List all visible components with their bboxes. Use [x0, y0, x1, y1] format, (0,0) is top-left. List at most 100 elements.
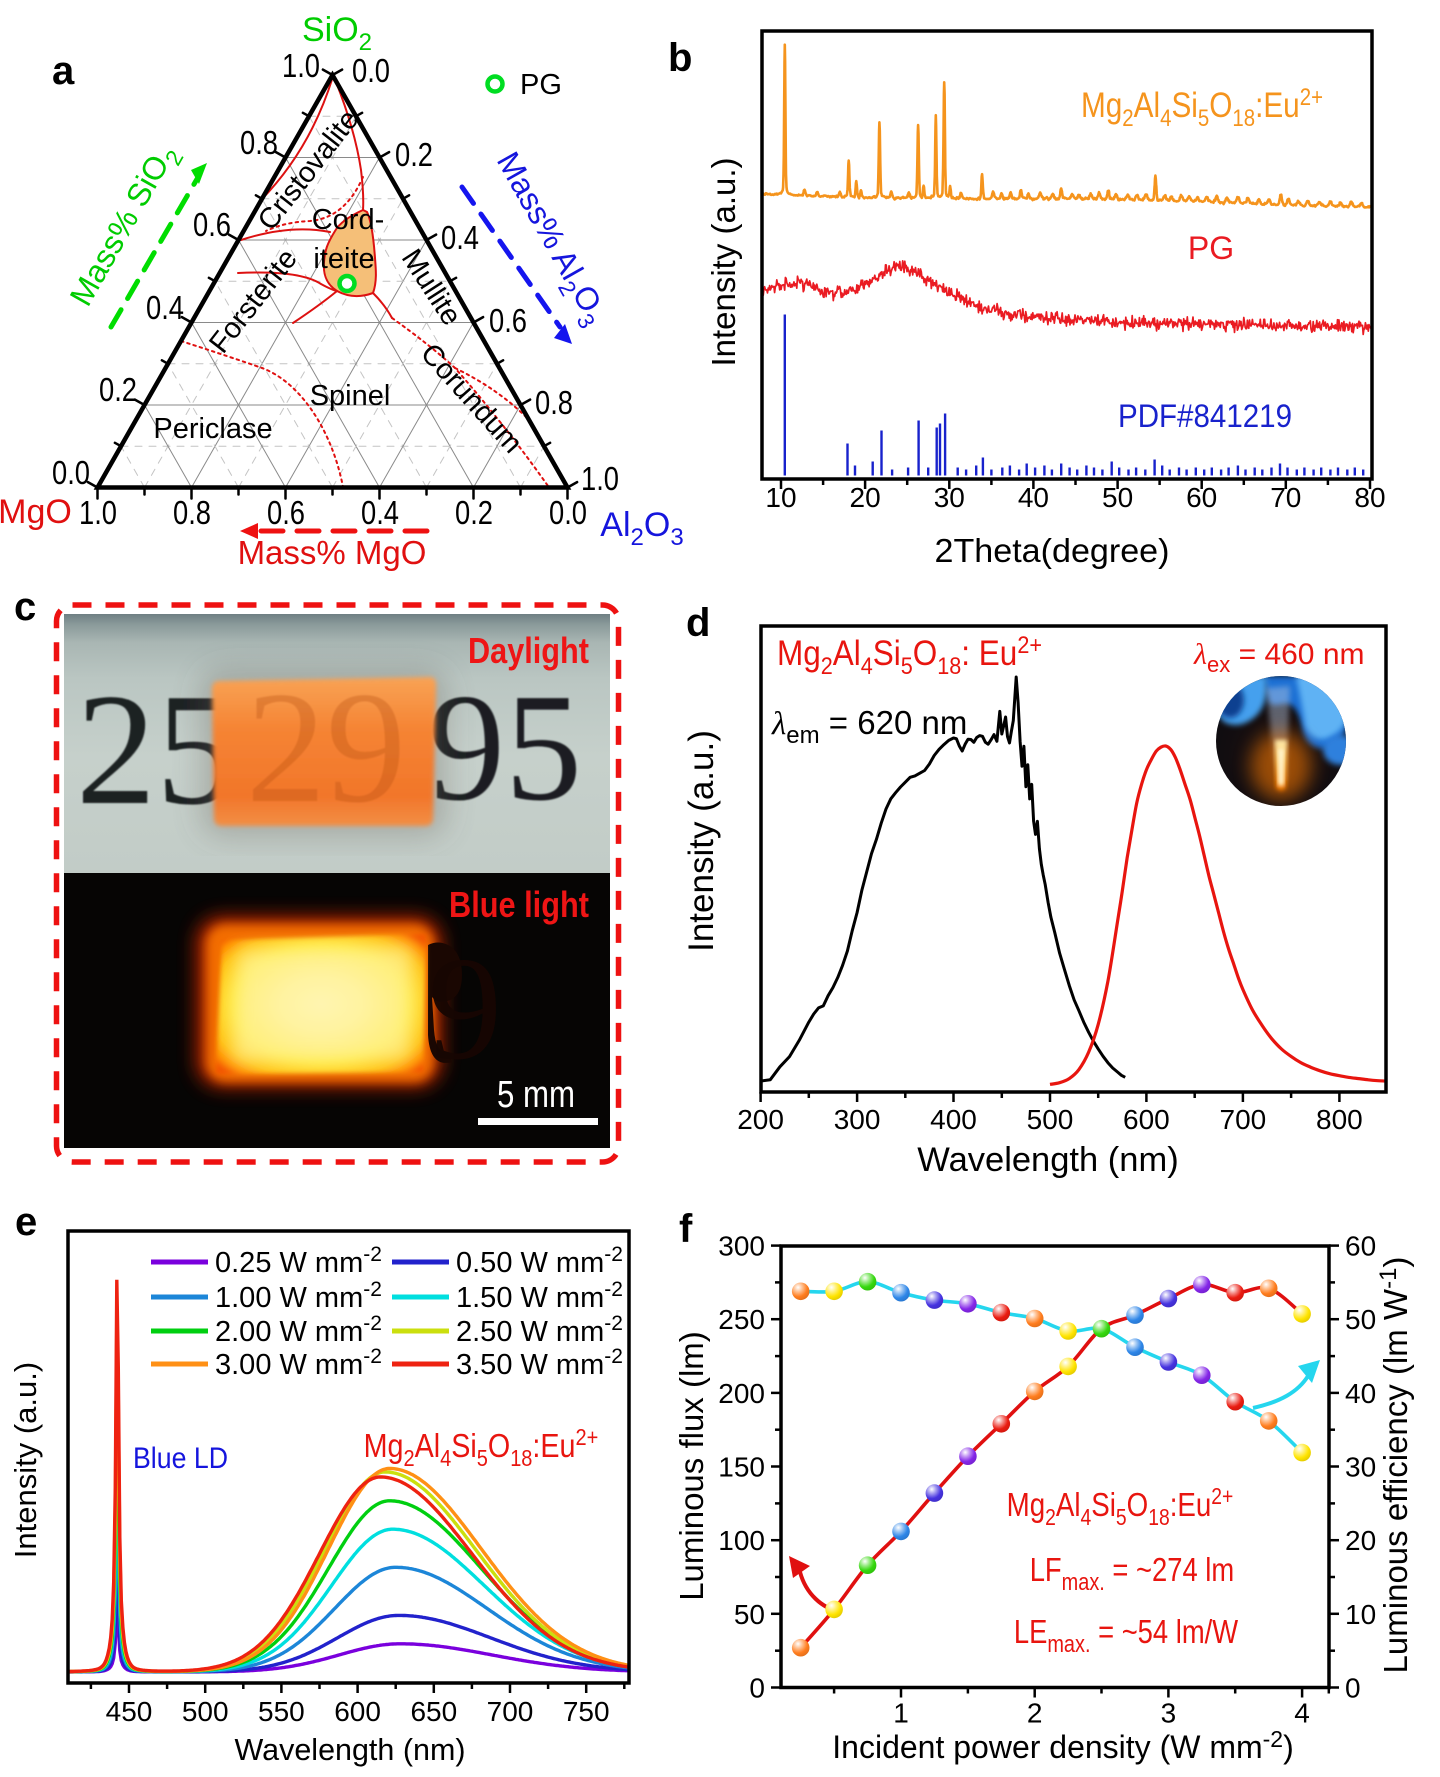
svg-text:600: 600: [334, 1696, 381, 1727]
svg-text:PDF#841219: PDF#841219: [1118, 398, 1292, 434]
svg-text:95: 95: [428, 663, 582, 833]
svg-text:Luminous flux (lm): Luminous flux (lm): [673, 1331, 710, 1601]
svg-text:Daylight: Daylight: [468, 630, 589, 671]
svg-text:80: 80: [1354, 482, 1385, 513]
svg-text:Incident power density (W mm-2: Incident power density (W mm-2): [832, 1726, 1293, 1765]
svg-text:50: 50: [734, 1599, 765, 1630]
svg-text:b: b: [668, 36, 692, 80]
svg-text:LEmax. = ~54 lm/W: LEmax. = ~54 lm/W: [1014, 1615, 1239, 1658]
svg-text:0: 0: [1345, 1673, 1361, 1704]
svg-text:300: 300: [718, 1231, 765, 1262]
svg-text:400: 400: [930, 1104, 977, 1135]
svg-text:40: 40: [1345, 1378, 1376, 1409]
svg-text:1.0: 1.0: [581, 460, 619, 497]
svg-text:Blue light: Blue light: [449, 884, 589, 925]
svg-text:e: e: [15, 1200, 37, 1244]
svg-text:d: d: [686, 601, 710, 645]
svg-text:f: f: [679, 1207, 693, 1251]
svg-text:PG: PG: [520, 69, 562, 101]
svg-text:3.50 W mm-2: 3.50 W mm-2: [456, 1345, 623, 1381]
svg-text:Mg2Al4Si5O18:Eu2+: Mg2Al4Si5O18:Eu2+: [364, 1424, 599, 1472]
svg-text:450: 450: [106, 1696, 153, 1727]
svg-text:40: 40: [1018, 482, 1049, 513]
svg-text:0.6: 0.6: [267, 494, 305, 531]
svg-text:5 mm: 5 mm: [497, 1074, 575, 1116]
svg-text:50: 50: [1345, 1304, 1376, 1335]
svg-text:Periclase: Periclase: [153, 413, 272, 445]
svg-text:3: 3: [1161, 1698, 1177, 1729]
svg-text:Wavelength (nm): Wavelength (nm): [917, 1141, 1178, 1179]
svg-text:500: 500: [182, 1696, 229, 1727]
svg-text:Blue LD: Blue LD: [133, 1442, 228, 1475]
svg-text:1: 1: [893, 1698, 909, 1729]
svg-text:Mass% MgO: Mass% MgO: [238, 534, 427, 571]
svg-text:150: 150: [718, 1452, 765, 1483]
svg-text:70: 70: [1270, 482, 1301, 513]
svg-text:0.6: 0.6: [489, 302, 527, 339]
svg-text:Intensity (a.u.): Intensity (a.u.): [705, 157, 742, 366]
svg-text:550: 550: [258, 1696, 305, 1727]
svg-text:100: 100: [718, 1525, 765, 1556]
svg-text:1.0: 1.0: [282, 47, 320, 84]
svg-text:MgO: MgO: [0, 493, 72, 531]
svg-text:1.00 W mm-2: 1.00 W mm-2: [215, 1278, 382, 1314]
svg-text:Mg2Al4Si5O18:Eu2+: Mg2Al4Si5O18:Eu2+: [1081, 83, 1323, 131]
svg-text:650: 650: [410, 1696, 457, 1727]
svg-text:Intensity (a.u.): Intensity (a.u.): [8, 1362, 43, 1558]
svg-text:Mg2Al4Si5O18:Eu2+: Mg2Al4Si5O18:Eu2+: [1007, 1485, 1234, 1531]
svg-text:250: 250: [718, 1304, 765, 1335]
svg-text:30: 30: [1345, 1452, 1376, 1483]
svg-text:60: 60: [1186, 482, 1217, 513]
svg-text:29: 29: [246, 658, 406, 836]
svg-text:0.4: 0.4: [146, 289, 184, 326]
svg-text:0.2: 0.2: [455, 494, 493, 531]
svg-text:1.0: 1.0: [79, 494, 117, 531]
svg-text:0.50 W mm-2: 0.50 W mm-2: [456, 1243, 623, 1279]
svg-text:0.0: 0.0: [352, 52, 390, 89]
svg-text:1.50 W mm-2: 1.50 W mm-2: [456, 1278, 623, 1314]
svg-text:c: c: [14, 585, 36, 629]
svg-text:0.2: 0.2: [99, 371, 137, 408]
svg-text:600: 600: [1123, 1104, 1170, 1135]
svg-text:0: 0: [749, 1673, 765, 1704]
svg-text:300: 300: [834, 1104, 881, 1135]
svg-text:2Theta(degree): 2Theta(degree): [935, 533, 1170, 570]
svg-text:700: 700: [487, 1696, 534, 1727]
svg-text:4: 4: [1294, 1698, 1310, 1729]
svg-text:0.0: 0.0: [52, 454, 90, 491]
svg-text:0.25 W mm-2: 0.25 W mm-2: [215, 1243, 382, 1279]
svg-text:20: 20: [1345, 1525, 1376, 1556]
svg-text:2: 2: [1027, 1698, 1043, 1729]
svg-text:0.8: 0.8: [535, 384, 573, 421]
svg-text:60: 60: [1345, 1231, 1376, 1262]
svg-text:800: 800: [1316, 1104, 1363, 1135]
svg-text:700: 700: [1220, 1104, 1267, 1135]
svg-text:Cord-: Cord-: [312, 204, 385, 236]
svg-text:3.00 W mm-2: 3.00 W mm-2: [215, 1345, 382, 1381]
svg-text:200: 200: [718, 1378, 765, 1409]
svg-text:30: 30: [934, 482, 965, 513]
svg-text:PG: PG: [1188, 230, 1234, 266]
svg-text:0.8: 0.8: [173, 494, 211, 531]
svg-text:Mg2Al4Si5O18: Eu2+: Mg2Al4Si5O18: Eu2+: [777, 631, 1042, 679]
svg-text:λex = 460 nm: λex = 460 nm: [1193, 638, 1365, 677]
svg-text:2.50 W mm-2: 2.50 W mm-2: [456, 1312, 623, 1348]
svg-text:a: a: [52, 49, 75, 93]
svg-text:Intensity (a.u.): Intensity (a.u.): [682, 730, 721, 952]
svg-text:LFmax. = ~274 lm: LFmax. = ~274 lm: [1030, 1553, 1234, 1596]
svg-text:0.4: 0.4: [361, 494, 399, 531]
svg-text:Luminous efficiency (lm W-1): Luminous efficiency (lm W-1): [1375, 1257, 1414, 1674]
svg-text:10: 10: [1345, 1599, 1376, 1630]
svg-text:0.4: 0.4: [441, 219, 479, 256]
svg-text:λem = 620 nm: λem = 620 nm: [771, 704, 967, 749]
svg-text:500: 500: [1027, 1104, 1074, 1135]
svg-text:50: 50: [1102, 482, 1133, 513]
svg-text:2.00 W mm-2: 2.00 W mm-2: [215, 1312, 382, 1348]
svg-text:9: 9: [428, 927, 502, 1091]
svg-text:0.8: 0.8: [240, 124, 278, 161]
svg-text:0.6: 0.6: [193, 206, 231, 243]
svg-text:Wavelength (nm): Wavelength (nm): [235, 1732, 466, 1767]
svg-text:iteite: iteite: [313, 243, 374, 275]
svg-text:750: 750: [563, 1696, 610, 1727]
svg-text:0.2: 0.2: [395, 136, 433, 173]
